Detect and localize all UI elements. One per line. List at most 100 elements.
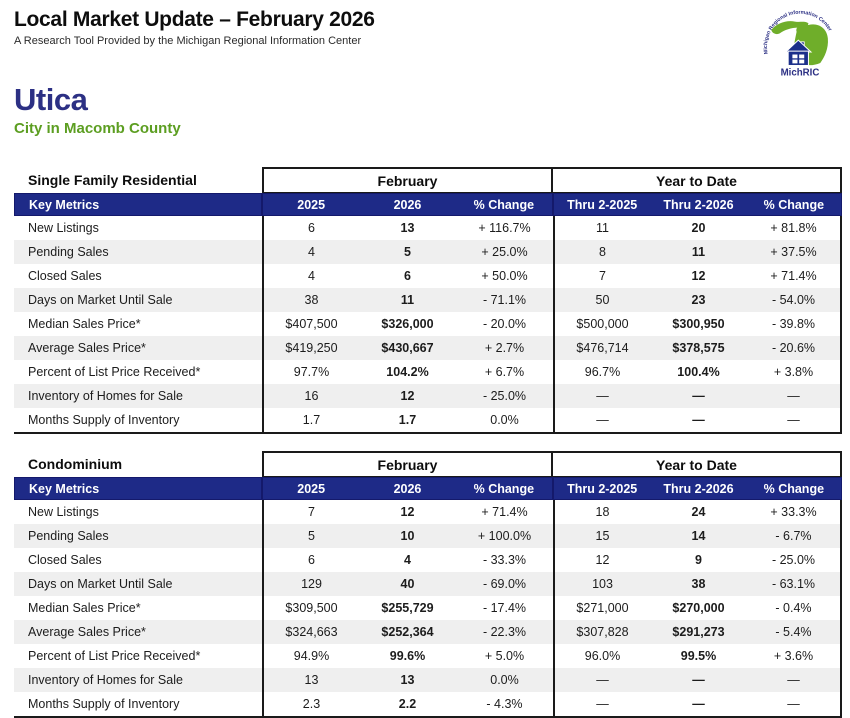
metric-label: Percent of List Price Received* xyxy=(28,365,201,379)
value-cell: - 71.1% xyxy=(482,293,527,307)
table-row: Months Supply of Inventory 2.3 2.2 - 4.3% — —… xyxy=(14,692,842,716)
value-cell: 10 xyxy=(400,529,415,543)
value-cell: + 6.7% xyxy=(484,365,525,379)
value-cell: $500,000 xyxy=(553,312,650,336)
report-subtitle: A Research Tool Provided by the Michigan… xyxy=(14,35,362,47)
table-row: Average Sales Price* $419,250 $430,667 + 2.… xyxy=(14,336,842,360)
column-header-thru-2025: Thru 2-2025 xyxy=(567,197,638,212)
column-header-2025: 2025 xyxy=(297,197,326,212)
table-row: Closed Sales 6 4 - 33.3% 12 9 - 25.0% xyxy=(14,548,842,572)
value-cell: + 71.4% xyxy=(481,505,528,519)
value-cell: 14 xyxy=(691,529,706,543)
value-cell: $419,250 xyxy=(262,336,359,360)
value-cell: + 25.0% xyxy=(481,245,528,259)
table-row: Median Sales Price* $309,500 $255,729 - 17.… xyxy=(14,596,842,620)
location-subtitle: City in Macomb County xyxy=(14,120,181,137)
value-cell: - 63.1% xyxy=(747,572,842,596)
column-header-key-metrics: Key Metrics xyxy=(14,193,262,216)
value-cell: - 54.0% xyxy=(747,288,842,312)
value-cell: - 22.3% xyxy=(482,625,527,639)
value-cell: $307,828 xyxy=(553,620,650,644)
value-cell: + 3.6% xyxy=(747,644,842,668)
group-header-row: Condominium February Year to Date xyxy=(14,451,842,477)
value-cell: 16 xyxy=(262,384,359,408)
value-cell: 38 xyxy=(691,577,706,591)
value-cell: + 2.7% xyxy=(484,341,525,355)
table-title: Condominium xyxy=(28,456,123,472)
group-header-year-to-date: Year to Date xyxy=(553,167,842,193)
value-cell: 94.9% xyxy=(262,644,359,668)
value-cell: 20 xyxy=(691,221,706,235)
value-cell: — xyxy=(553,668,650,692)
value-cell: $378,575 xyxy=(672,341,725,355)
value-cell: — xyxy=(553,408,650,432)
value-cell: + 71.4% xyxy=(747,264,842,288)
table-single-family-residential: Single Family Residential February Year … xyxy=(14,167,842,434)
value-cell: $324,663 xyxy=(262,620,359,644)
value-cell: + 33.3% xyxy=(747,500,842,524)
column-header-2026: 2026 xyxy=(393,481,422,496)
value-cell: 12 xyxy=(400,505,415,519)
value-cell: - 4.3% xyxy=(486,697,523,711)
value-cell: + 5.0% xyxy=(484,649,525,663)
value-cell: 12 xyxy=(553,548,650,572)
value-cell: $326,000 xyxy=(381,317,434,331)
michric-logo-icon: Michigan Regional Information Center Mic… xyxy=(763,10,833,79)
value-cell: 24 xyxy=(691,505,706,519)
value-cell: $252,364 xyxy=(381,625,434,639)
value-cell: 8 xyxy=(553,240,650,264)
value-cell: - 6.7% xyxy=(747,524,842,548)
table-row: Median Sales Price* $407,500 $326,000 - 20.… xyxy=(14,312,842,336)
value-cell: - 33.3% xyxy=(482,553,527,567)
table-row: Percent of List Price Received* 97.7% 104.… xyxy=(14,360,842,384)
table-row: Days on Market Until Sale 38 11 - 71.1% 50 23… xyxy=(14,288,842,312)
report-header: Local Market Update – February 2026 A Re… xyxy=(14,8,375,47)
value-cell: — xyxy=(692,389,705,403)
column-header-row: Key Metrics 2025 2026 % Change Thru 2-20… xyxy=(14,193,842,216)
table-row: Inventory of Homes for Sale 13 13 0.0% — — — xyxy=(14,668,842,692)
value-cell: 50 xyxy=(553,288,650,312)
value-cell: 0.0% xyxy=(490,673,519,687)
value-cell: $255,729 xyxy=(381,601,434,615)
value-cell: — xyxy=(553,692,650,716)
metric-label: Months Supply of Inventory xyxy=(28,413,180,427)
value-cell: 13 xyxy=(400,221,415,235)
value-cell: 96.0% xyxy=(553,644,650,668)
value-cell: 40 xyxy=(400,577,415,591)
value-cell: 99.5% xyxy=(680,649,717,663)
column-header-thru-2026: Thru 2-2026 xyxy=(663,481,734,496)
column-header-2026: 2026 xyxy=(393,197,422,212)
metric-label: Median Sales Price* xyxy=(28,601,141,615)
value-cell: 11 xyxy=(400,293,415,307)
table-row: Average Sales Price* $324,663 $252,364 - 22… xyxy=(14,620,842,644)
value-cell: 11 xyxy=(691,245,706,259)
value-cell: 1.7 xyxy=(398,413,417,427)
value-cell: 13 xyxy=(400,673,415,687)
michric-logo-text: MichRIC xyxy=(781,68,820,79)
value-cell: - 0.4% xyxy=(747,596,842,620)
metric-label: Days on Market Until Sale xyxy=(28,293,173,307)
value-cell: — xyxy=(692,697,705,711)
value-cell: 6 xyxy=(262,548,359,572)
value-cell: $300,950 xyxy=(672,317,725,331)
table-row: Pending Sales 5 10 + 100.0% 15 14 - 6.7% xyxy=(14,524,842,548)
report-title: Local Market Update – February 2026 xyxy=(14,8,375,31)
value-cell: $271,000 xyxy=(553,596,650,620)
value-cell: — xyxy=(692,673,705,687)
value-cell: 5 xyxy=(404,245,411,259)
column-header-thru-2026: Thru 2-2026 xyxy=(663,197,734,212)
metric-label: Months Supply of Inventory xyxy=(28,697,180,711)
value-cell: 100.4% xyxy=(677,365,720,379)
metric-label: Average Sales Price* xyxy=(28,341,146,355)
value-cell: + 100.0% xyxy=(477,529,532,543)
value-cell: 18 xyxy=(553,500,650,524)
column-header-thru-2025: Thru 2-2025 xyxy=(567,481,638,496)
value-cell: 96.7% xyxy=(553,360,650,384)
value-cell: + 37.5% xyxy=(747,240,842,264)
value-cell: + 3.8% xyxy=(747,360,842,384)
column-header-2025: 2025 xyxy=(297,481,326,496)
column-header-row: Key Metrics 2025 2026 % Change Thru 2-20… xyxy=(14,477,842,500)
value-cell: 15 xyxy=(553,524,650,548)
metric-label: Days on Market Until Sale xyxy=(28,577,173,591)
metric-label: New Listings xyxy=(28,221,99,235)
